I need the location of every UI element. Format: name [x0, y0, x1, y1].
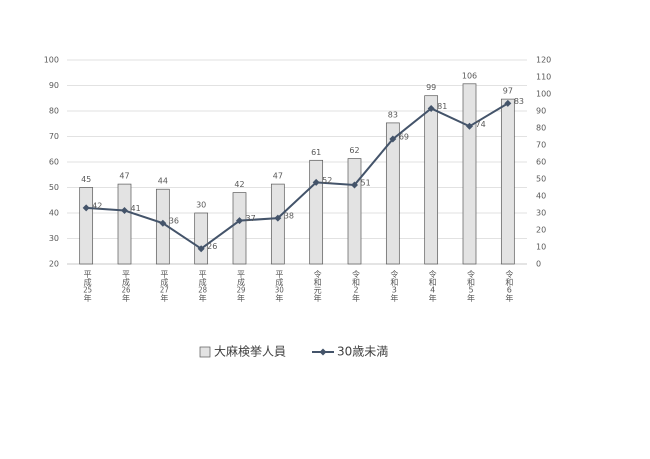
- x-tick-label: 平成26年: [121, 270, 131, 302]
- bar-value-label: 47: [119, 172, 129, 181]
- bar: [385, 122, 400, 265]
- line-marker: [121, 206, 128, 214]
- legend-swatch: [199, 346, 211, 358]
- x-tick-label-box: 令和3年: [389, 270, 399, 302]
- bar: [500, 98, 515, 265]
- line-value-label: 42: [92, 201, 102, 210]
- y2-tick-label: 110: [536, 73, 551, 82]
- x-tick-label-box: 令和4年: [428, 270, 438, 302]
- x-tick-label: 令和3年: [389, 270, 399, 302]
- y2-tick-label: 90: [536, 107, 546, 116]
- y2-tick-label: 100: [536, 90, 551, 99]
- bar-value-label: 47: [273, 172, 283, 181]
- x-tick-label-box: 令和元年: [313, 270, 323, 302]
- x-tick-label-box: 令和2年: [351, 270, 361, 302]
- bar: [194, 212, 209, 265]
- line-value-label: 38: [284, 212, 294, 221]
- bar: [79, 187, 94, 265]
- x-tick-label-box: 平成27年: [159, 270, 169, 302]
- legend-label: 30歳未満: [337, 345, 388, 359]
- line-marker: [197, 245, 205, 253]
- x-tick-label: 令和5年: [466, 270, 476, 302]
- y-tick-label: 100: [44, 56, 59, 65]
- legend-label: 大麻検挙人員: [214, 344, 286, 359]
- y-tick-label: 50: [49, 183, 59, 192]
- x-tick-label-box: 平成26年: [121, 270, 131, 302]
- bar: [270, 183, 285, 265]
- line-marker: [312, 178, 320, 186]
- y2-tick-label: 10: [536, 243, 546, 252]
- bar: [117, 183, 132, 265]
- bar-value-label: 62: [349, 146, 359, 155]
- x-tick-label: 令和4年: [428, 270, 438, 302]
- y-tick-label: 20: [49, 260, 59, 269]
- y2-tick-label: 30: [536, 209, 546, 218]
- y2-tick-label: 120: [536, 56, 551, 65]
- line-value-label: 37: [246, 214, 256, 223]
- line-value-label: 26: [207, 242, 217, 251]
- line-marker: [236, 217, 243, 225]
- line-value-label: 81: [437, 102, 447, 111]
- y2-tick-label: 70: [536, 141, 546, 150]
- y-tick-label: 30: [49, 234, 59, 243]
- line-value-label: 36: [169, 217, 179, 226]
- y-tick-label: 80: [49, 107, 59, 116]
- line-marker: [504, 99, 512, 107]
- line-marker: [351, 181, 358, 189]
- x-tick-label: 令和6年: [504, 270, 514, 302]
- x-tick-label-box: 平成29年: [236, 270, 246, 302]
- bar: [424, 95, 439, 265]
- x-tick-label: 令和2年: [351, 270, 361, 302]
- y2-tick-label: 50: [536, 175, 546, 184]
- y2-tick-label: 60: [536, 158, 546, 167]
- bar: [347, 158, 362, 265]
- line-marker: [466, 122, 473, 130]
- x-tick-label: 令和元年: [313, 270, 323, 302]
- line-value-label: 52: [322, 176, 332, 185]
- bar: [462, 83, 477, 265]
- y2-tick-label: 80: [536, 124, 546, 133]
- bar-value-label: 61: [311, 148, 321, 157]
- line: [86, 102, 509, 250]
- bar: [309, 159, 324, 265]
- y-tick-label: 90: [49, 81, 59, 90]
- x-tick-label: 平成30年: [274, 270, 284, 302]
- line-value-label: 41: [131, 204, 141, 213]
- bar-value-label: 99: [426, 83, 436, 92]
- line-marker: [274, 214, 282, 222]
- line-value-label: 69: [399, 133, 409, 142]
- y-tick-label: 70: [49, 132, 59, 141]
- x-tick-label-box: 平成25年: [83, 270, 93, 302]
- x-tick-label: 平成27年: [159, 270, 169, 302]
- bar: [232, 192, 247, 265]
- line-value-label: 74: [476, 120, 486, 129]
- bar-value-label: 106: [462, 71, 477, 80]
- line-value-label: 51: [361, 178, 371, 187]
- y2-tick-label: 40: [536, 192, 546, 201]
- y-tick-label: 40: [49, 209, 59, 218]
- x-tick-label-box: 平成28年: [198, 270, 208, 302]
- line-marker: [159, 219, 167, 227]
- x-tick-label: 平成29年: [236, 270, 246, 302]
- bar-value-label: 83: [388, 110, 398, 119]
- x-tick-label: 平成28年: [198, 270, 208, 302]
- x-tick-label-box: 令和6年: [504, 270, 514, 302]
- bar-value-label: 42: [234, 180, 244, 189]
- line-marker: [389, 135, 397, 143]
- y-tick-label: 60: [49, 158, 59, 167]
- bar-value-label: 45: [81, 175, 91, 184]
- legend-marker: [319, 348, 327, 356]
- bar-value-label: 44: [158, 177, 168, 186]
- y2-tick-label: 20: [536, 226, 546, 235]
- x-tick-label: 平成25年: [83, 270, 93, 302]
- bar-value-label: 30: [196, 201, 206, 210]
- x-tick-label-box: 令和5年: [466, 270, 476, 302]
- x-tick-label-box: 平成30年: [274, 270, 284, 302]
- y2-tick-label: 0: [536, 260, 541, 269]
- line-marker: [82, 204, 90, 212]
- line-value-label: 83: [514, 97, 524, 106]
- bar-value-label: 97: [503, 87, 513, 96]
- line-marker: [427, 104, 435, 112]
